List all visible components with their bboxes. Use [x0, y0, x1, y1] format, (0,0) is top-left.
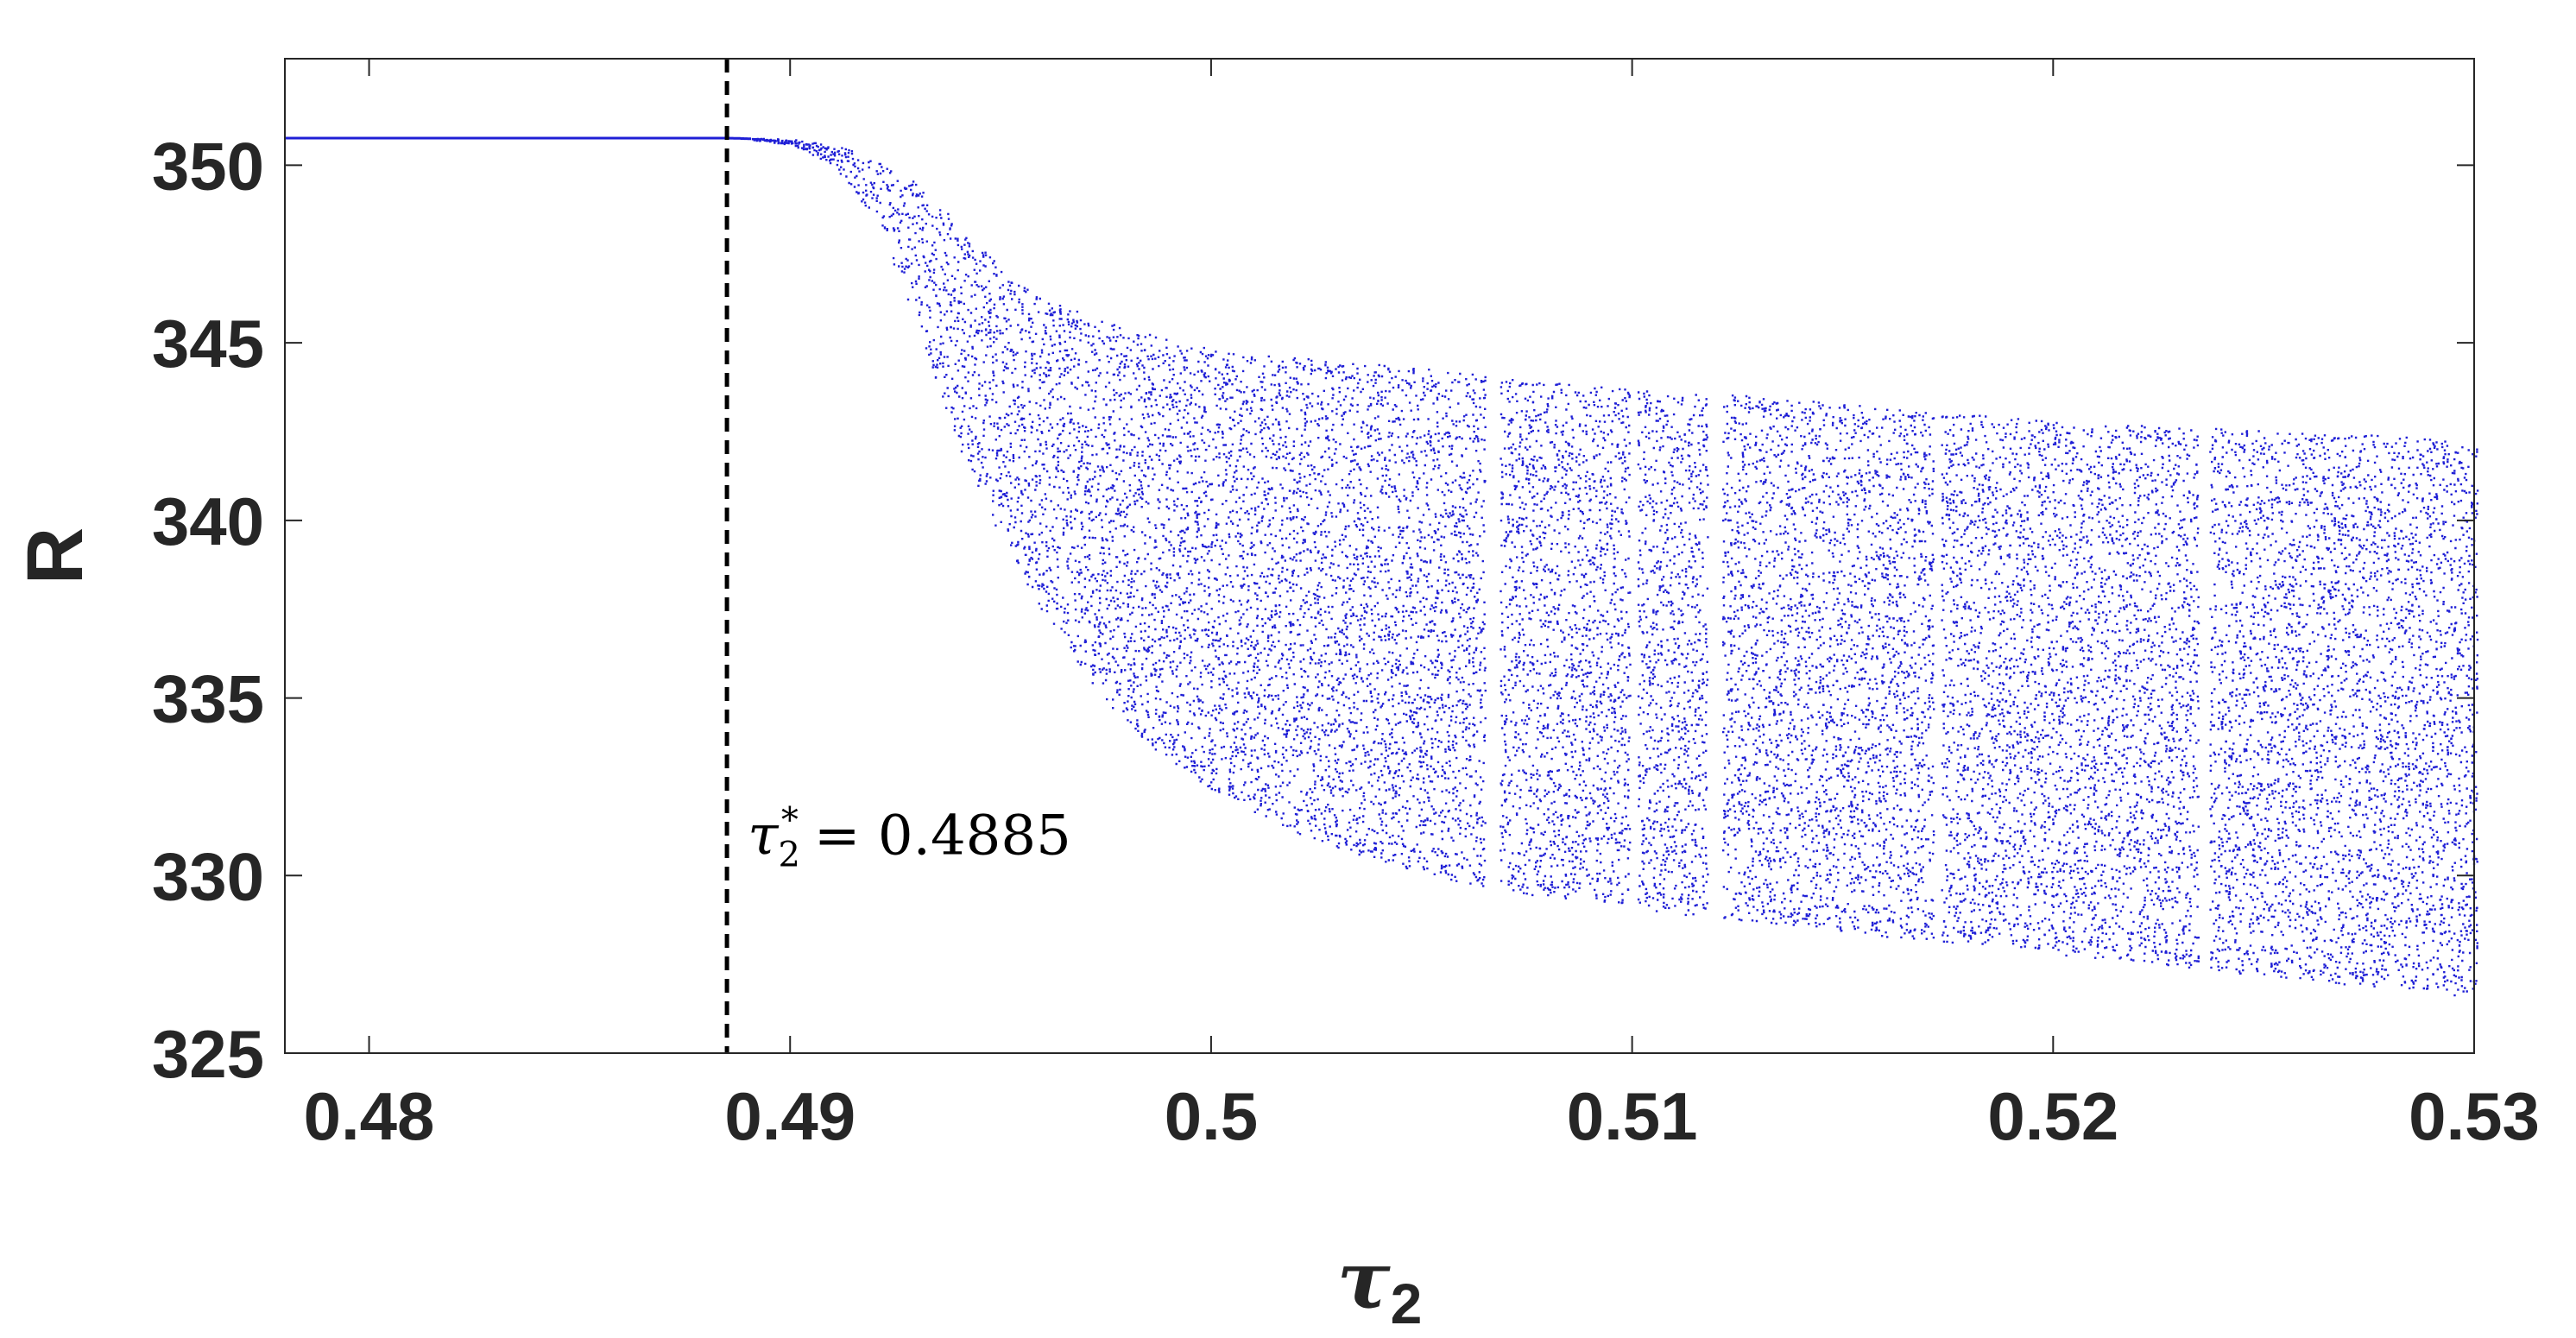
y-tick-label: 330: [152, 838, 264, 914]
x-axis-ticks: 0.48 0.49 0.5 0.51 0.52 0.53: [304, 59, 2540, 1154]
x-tick-label: 0.52: [1987, 1078, 2118, 1154]
x-tick-label: 0.53: [2409, 1078, 2540, 1154]
plot-frame: [284, 58, 2475, 1054]
y-axis-label: R: [11, 527, 99, 584]
y-tick-label: 340: [152, 483, 264, 559]
y-tick-label: 350: [152, 128, 264, 204]
x-axis-label: τ2: [1337, 1234, 1423, 1335]
threshold-label: τ2* = 0.4885: [748, 801, 1071, 875]
y-axis-ticks: 325 330 335 340 345 350: [152, 128, 2474, 1092]
scatter-point-cloud: [285, 136, 2479, 997]
x-tick-label: 0.5: [1165, 1078, 1258, 1154]
y-tick-label: 345: [152, 306, 264, 382]
x-tick-label: 0.49: [724, 1078, 856, 1154]
scatter-points: [285, 136, 2479, 997]
x-tick-label: 0.48: [304, 1078, 435, 1154]
x-tick-label: 0.51: [1567, 1078, 1698, 1154]
y-tick-label: 325: [152, 1016, 264, 1092]
y-tick-label: 335: [152, 661, 264, 737]
